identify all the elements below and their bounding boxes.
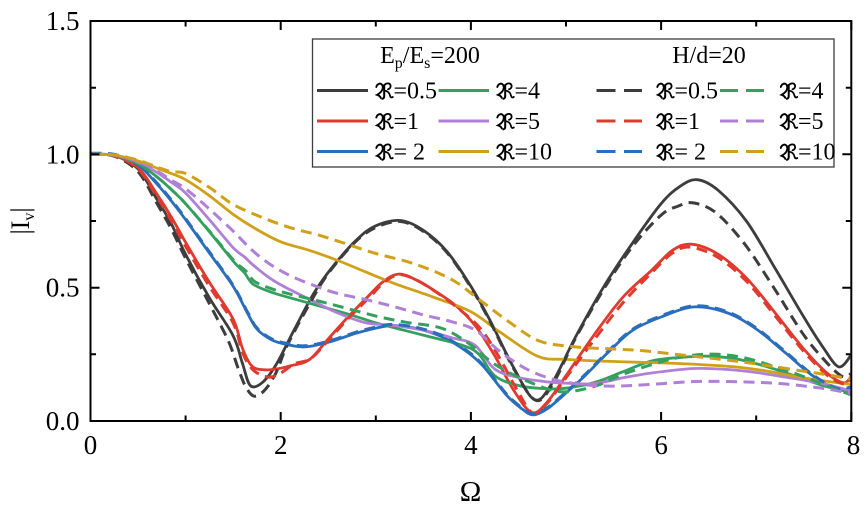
svg-text:=0.5: =0.5	[394, 79, 438, 105]
svg-text:=10: =10	[515, 140, 553, 166]
svg-text:0.0: 0.0	[46, 406, 80, 436]
svg-text:Ω: Ω	[460, 476, 482, 508]
svg-text:2: 2	[274, 430, 288, 460]
svg-text:H/d=20: H/d=20	[672, 43, 746, 69]
svg-text:= 2: = 2	[675, 140, 707, 166]
svg-text:=5: =5	[515, 109, 541, 135]
svg-text:=4: =4	[798, 79, 824, 105]
svg-text:0.5: 0.5	[46, 273, 80, 303]
svg-text:=5: =5	[798, 109, 824, 135]
svg-text:6: 6	[654, 430, 668, 460]
svg-text:1.5: 1.5	[46, 6, 80, 36]
svg-text:0: 0	[84, 430, 98, 460]
svg-text:=10: =10	[798, 140, 836, 166]
svg-text:1.0: 1.0	[46, 139, 80, 169]
svg-text:4: 4	[464, 430, 478, 460]
svg-text:8: 8	[847, 430, 861, 460]
svg-text:=4: =4	[515, 79, 541, 105]
svg-text:=1: =1	[394, 109, 420, 135]
svg-text:=0.5: =0.5	[675, 79, 719, 105]
svg-text:=1: =1	[675, 109, 701, 135]
svg-text:|Iv|: |Iv|	[6, 207, 38, 234]
svg-text:= 2: = 2	[394, 140, 426, 166]
